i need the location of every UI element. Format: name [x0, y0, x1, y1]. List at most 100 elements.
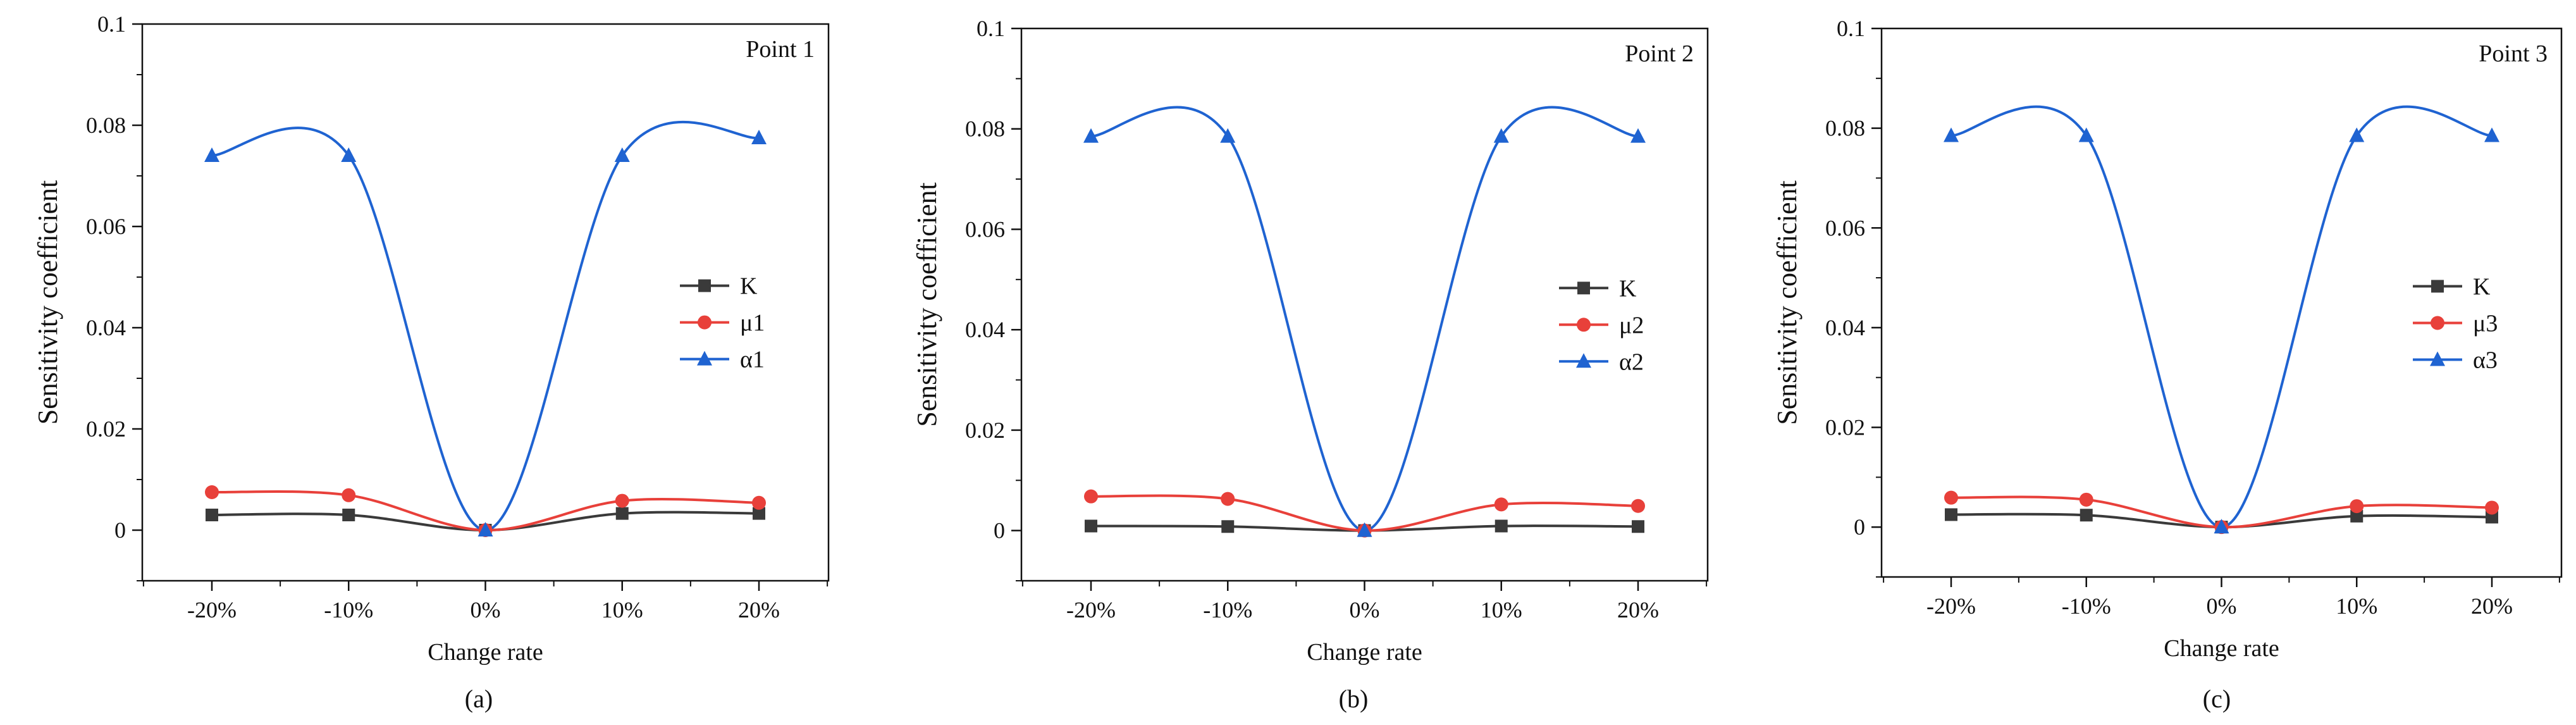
x-tick-label: 0%: [2207, 593, 2237, 619]
y-tick-label: 0.1: [977, 16, 1005, 41]
point-annotation: Point 2: [1625, 40, 1694, 67]
legend-marker: [698, 279, 711, 292]
data-point: [2214, 519, 2229, 534]
y-axis-label: Sensitivity coefficient: [911, 182, 942, 427]
legend-label: μ3: [2473, 310, 2498, 337]
plot-frame: [1880, 27, 2563, 578]
y-tick-label: 0.04: [86, 315, 126, 340]
y-tick-label: 0.08: [965, 116, 1005, 142]
x-tick-label: -10%: [324, 597, 373, 623]
point-annotation: Point 1: [746, 36, 815, 63]
x-tick-label: 20%: [1617, 597, 1659, 623]
plot-frame: [141, 23, 830, 582]
legend-label: α3: [2473, 347, 2498, 373]
data-point: [206, 509, 218, 521]
data-point: [1494, 497, 1508, 512]
y-tick-label: 0.08: [1825, 116, 1865, 141]
data-point: [1221, 492, 1235, 506]
data-point: [342, 488, 356, 502]
data-point: [1221, 520, 1235, 533]
y-axis-label: Sensitivity coefficient: [1772, 180, 1803, 425]
x-tick-label: 20%: [2471, 593, 2513, 619]
legend-label: K: [2473, 273, 2491, 300]
data-point: [1631, 499, 1645, 513]
x-tick-label: -20%: [1066, 597, 1116, 623]
panel-label: (b): [1339, 685, 1369, 713]
y-tick-label: 0.06: [965, 216, 1005, 242]
data-point: [753, 507, 765, 520]
chart-panel-2: 0 0.02 0.04 0.06 0.08 0.1 -20% -10% 0% 10% 20% Chan…: [911, 16, 1709, 666]
data-point: [2080, 509, 2093, 522]
y-tick-label: 0: [114, 517, 126, 543]
x-tick-label: 10%: [2336, 593, 2377, 619]
data-point: [751, 130, 767, 144]
data-point: [615, 493, 629, 508]
legend-label: K: [740, 273, 758, 300]
data-point: [478, 522, 493, 536]
point-annotation: Point 3: [2479, 40, 2548, 67]
data-point: [2350, 509, 2363, 523]
legend-label: μ2: [1619, 312, 1644, 338]
data-point: [2485, 500, 2499, 515]
legend-marker: [2430, 351, 2445, 366]
y-tick-label: 0.02: [1825, 415, 1865, 440]
data-point: [1220, 128, 1236, 143]
y-tick-label: 0.06: [1825, 215, 1865, 240]
data-point: [1493, 128, 1509, 143]
y-tick-label: 0.04: [965, 317, 1005, 342]
data-point: [1084, 489, 1098, 504]
legend-marker: [2431, 280, 2444, 293]
y-tick-label: 0.02: [965, 418, 1005, 443]
data-point: [2484, 127, 2499, 142]
data-point: [342, 509, 355, 521]
series-line-3: [1950, 105, 2493, 529]
x-tick-label: -10%: [1203, 597, 1252, 623]
data-point: [1945, 508, 1957, 521]
panel-label: (c): [2203, 685, 2231, 713]
y-tick-label: 0.06: [86, 214, 126, 239]
x-tick-label: 10%: [1481, 597, 1522, 623]
y-tick-label: 0.02: [86, 416, 126, 442]
chart-panel-3: 0 0.02 0.04 0.06 0.08 0.1 -20% -10% 0% 10% 20% Chan…: [1772, 16, 2563, 662]
data-point: [1494, 519, 1508, 533]
data-point: [341, 147, 357, 162]
data-point: [2486, 511, 2498, 524]
legend-marker: [1577, 318, 1591, 332]
data-point: [1630, 128, 1646, 143]
data-point: [752, 495, 766, 510]
x-tick-label: -20%: [1926, 593, 1976, 619]
y-tick-label: 0.04: [1825, 315, 1865, 340]
data-point: [1632, 520, 1644, 533]
data-point: [205, 485, 219, 499]
x-axis-label: Change rate: [1307, 639, 1422, 666]
y-axis-label: Sensitivity coefficient: [32, 180, 63, 425]
x-tick-label: 0%: [1350, 597, 1380, 623]
data-point: [2079, 492, 2093, 507]
legend-label: K: [1619, 275, 1637, 302]
y-tick-label: 0.1: [97, 11, 126, 37]
x-axis-label: Change rate: [2164, 635, 2279, 662]
y-tick-label: 0.1: [1837, 16, 1865, 41]
x-tick-label: 20%: [738, 597, 780, 623]
plot-frame: [1020, 27, 1709, 582]
data-point: [2349, 127, 2365, 142]
x-tick-label: -20%: [187, 597, 237, 623]
panel-label: (a): [465, 685, 493, 713]
legend-marker: [1576, 353, 1591, 368]
legend-label: μ1: [740, 310, 765, 337]
y-tick-label: 0.08: [86, 113, 126, 138]
legend-label: α2: [1619, 349, 1644, 375]
data-point: [615, 507, 629, 520]
x-tick-label: 10%: [601, 597, 643, 623]
legend-marker: [698, 315, 712, 330]
data-point: [1083, 128, 1099, 143]
x-tick-label: -10%: [2062, 593, 2111, 619]
series-line-3: [1090, 106, 1639, 532]
chart-panel-1: 0 0.02 0.04 0.06 0.08 0.1 -20% -10% 0% 10% 20% Chan…: [32, 11, 830, 666]
y-tick-label: 0: [1854, 514, 1865, 540]
legend-label: α1: [740, 347, 765, 373]
x-axis-label: Change rate: [428, 639, 543, 666]
data-point: [1357, 522, 1372, 537]
data-point: [2350, 499, 2364, 514]
